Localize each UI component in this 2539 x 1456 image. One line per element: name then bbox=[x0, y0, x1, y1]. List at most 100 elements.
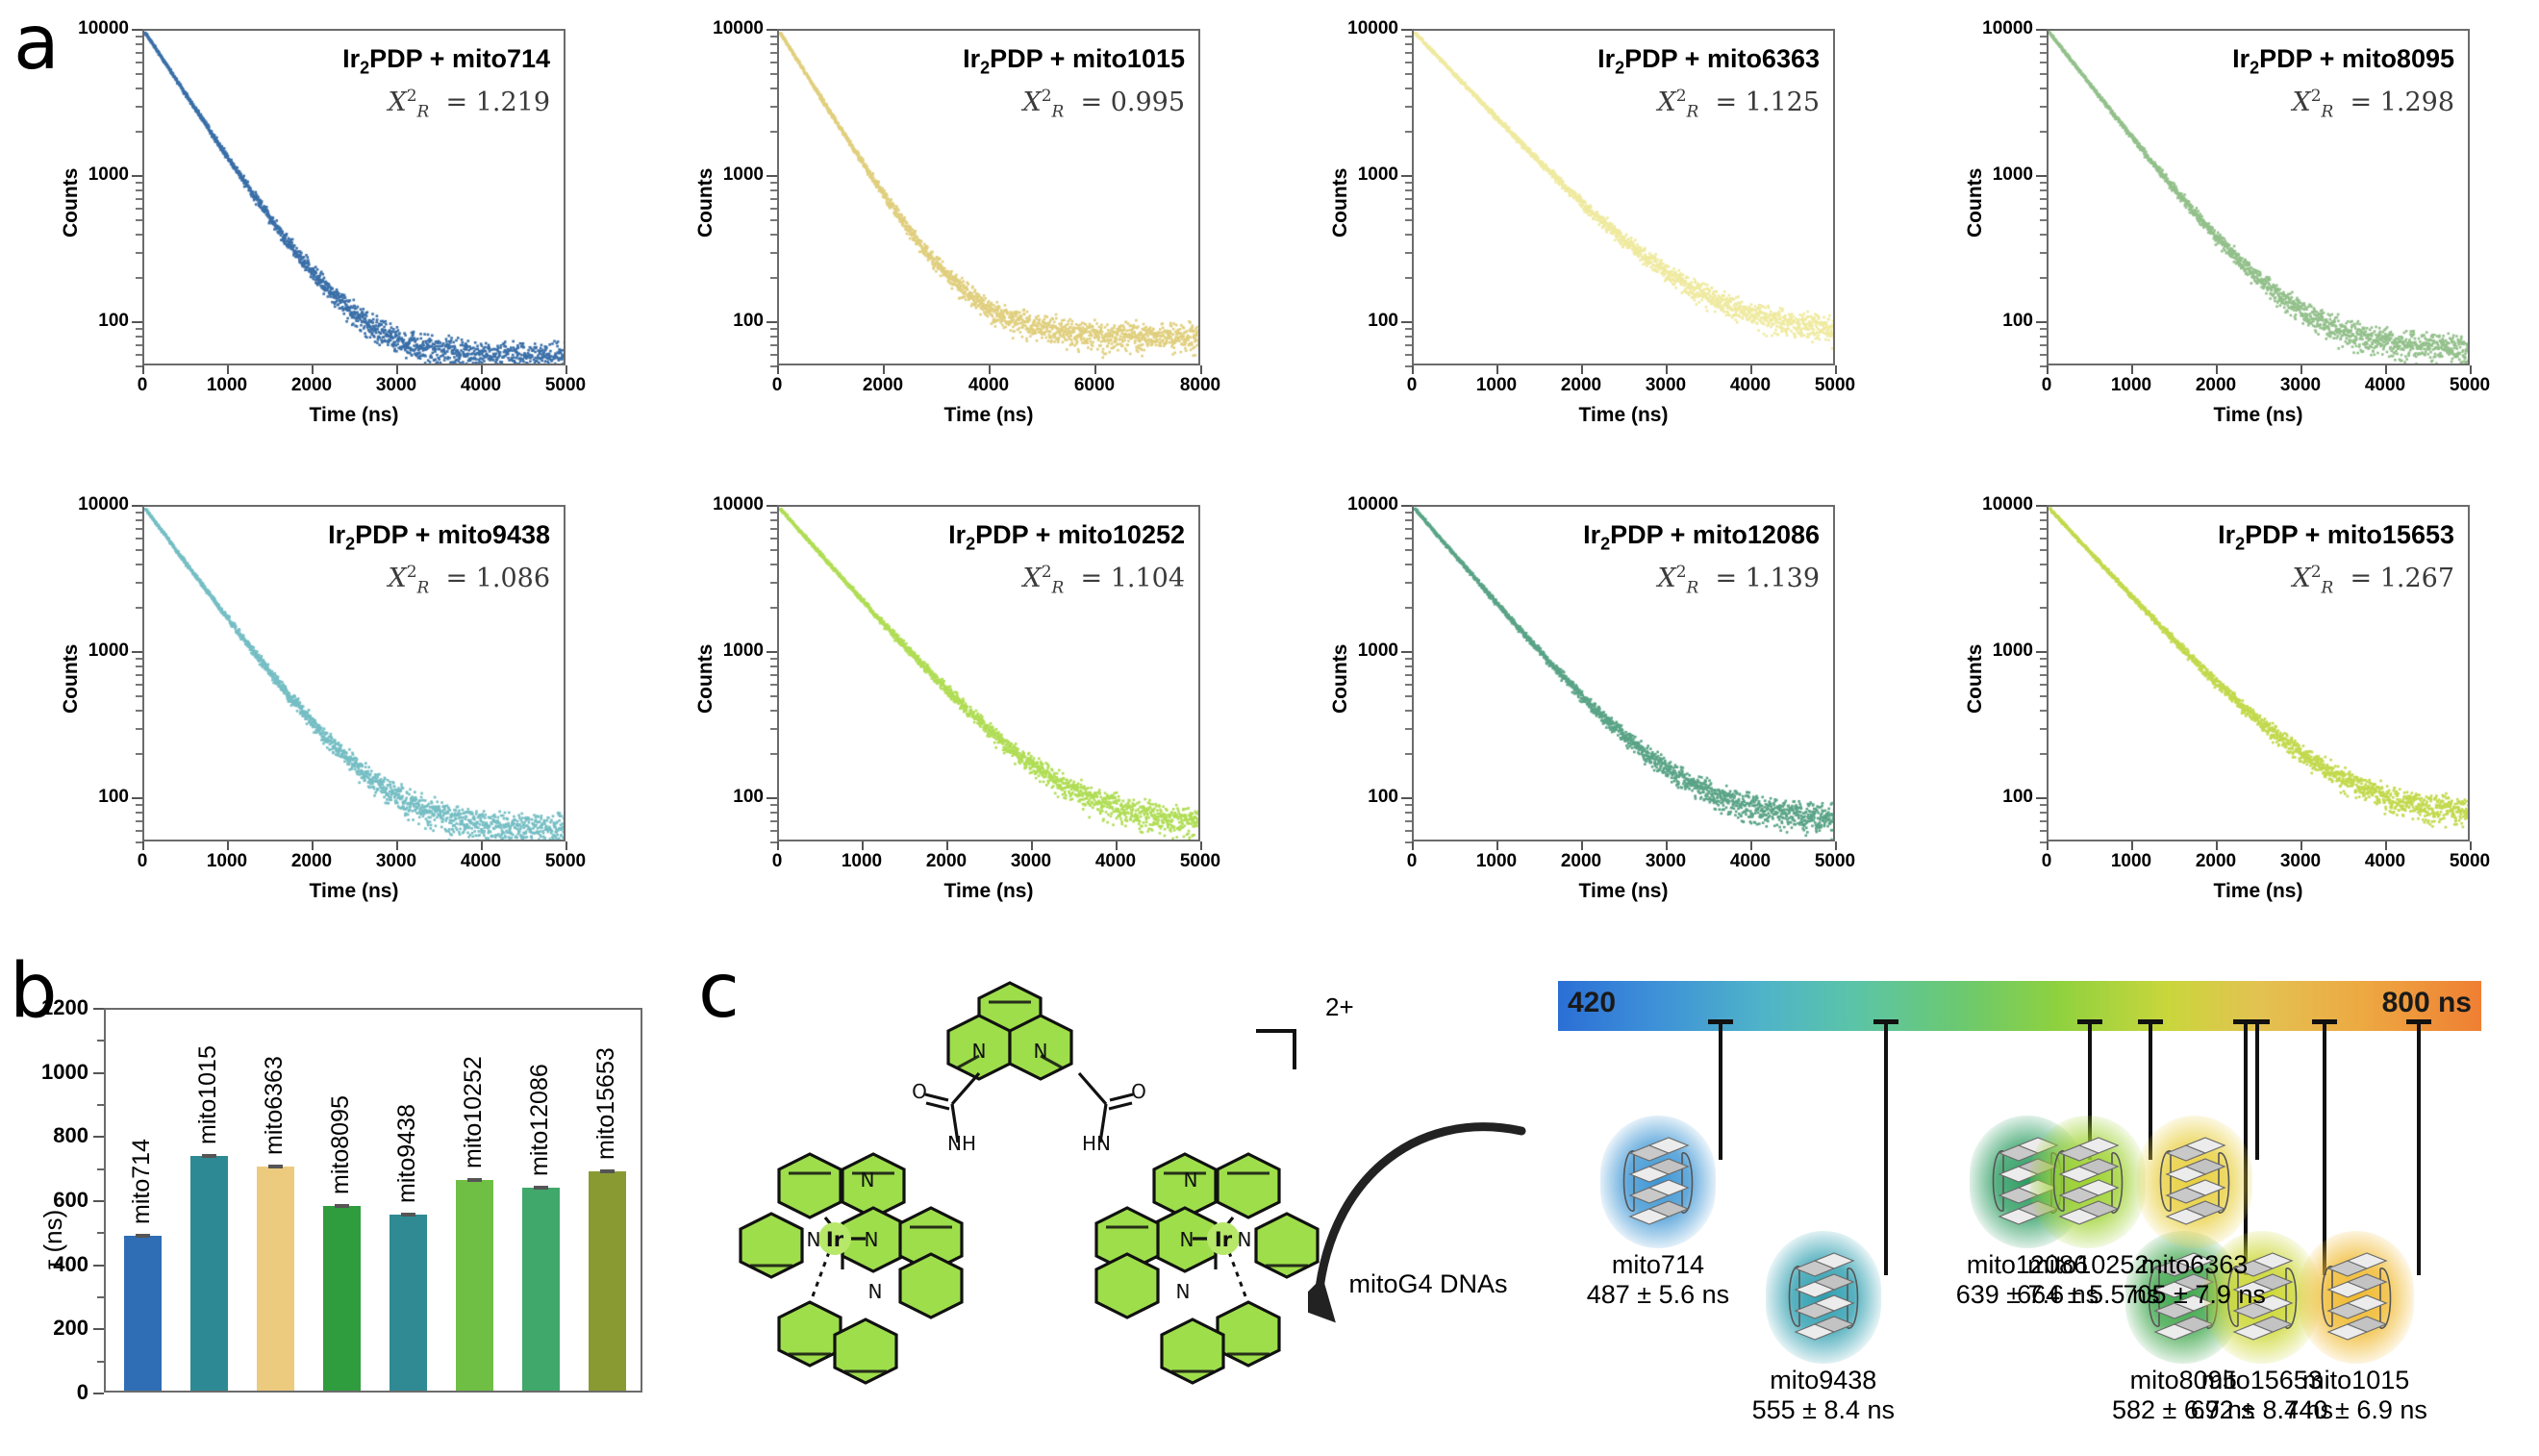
y-axis-minor-tick bbox=[2040, 88, 2047, 89]
chi-squared-annotation: X2R = 1.104 bbox=[1022, 563, 1185, 597]
g4-lifetime-value: 705 ± 7.9 ns bbox=[2123, 1280, 2267, 1310]
y-axis-minor-tick bbox=[2040, 189, 2047, 191]
decay-plot-area: Ir2PDP + mito9438 X2R = 1.086 bbox=[142, 505, 566, 841]
y-axis-tick-label: 10000 bbox=[664, 18, 764, 39]
bar-category-label: mito12086 bbox=[526, 1064, 554, 1176]
y-axis-tick-label: 100 bbox=[29, 787, 129, 808]
x-axis-tick-label: 3000 bbox=[1011, 851, 1051, 872]
x-axis-tick-label: 5000 bbox=[1815, 851, 1855, 872]
svg-text:N: N bbox=[865, 1228, 879, 1251]
y-axis-minor-tick bbox=[2040, 695, 2047, 697]
bar-y-axis-minor-tick bbox=[97, 1168, 104, 1170]
y-axis-minor-tick bbox=[770, 198, 777, 200]
decay-trace bbox=[1414, 507, 1833, 840]
y-axis-tick-label: 10000 bbox=[664, 494, 764, 515]
y-axis-minor-tick bbox=[1405, 841, 1412, 843]
ir2pdp-chemical-structure: Ir Ir NN OO NH HN NN NN NN NN bbox=[721, 981, 1337, 1433]
x-axis-tick-mark bbox=[2216, 841, 2218, 850]
y-axis-minor-tick bbox=[770, 538, 777, 540]
mitog4-dnas-label: mitoG4 DNAs bbox=[1298, 1269, 1558, 1299]
chi-squared-annotation: X2R = 1.298 bbox=[2292, 87, 2454, 121]
bar-y-axis-minor-tick bbox=[97, 1104, 104, 1106]
svg-text:N: N bbox=[1184, 1168, 1198, 1192]
svg-text:N: N bbox=[1176, 1280, 1191, 1303]
y-axis-tick-mark bbox=[767, 797, 777, 799]
bar-y-axis-tick-label: 1000 bbox=[0, 1060, 88, 1085]
y-axis-minor-tick bbox=[2040, 684, 2047, 686]
y-axis-minor-tick bbox=[136, 607, 142, 609]
gradient-min-label: 420 bbox=[1568, 987, 1616, 1019]
y-axis-minor-tick bbox=[770, 88, 777, 89]
x-axis-tick-mark bbox=[566, 841, 567, 850]
y-axis-tick-mark bbox=[132, 797, 142, 799]
bar bbox=[190, 1156, 228, 1391]
y-axis-tick-mark bbox=[1401, 175, 1412, 177]
bar-category-label: mito9438 bbox=[393, 1104, 421, 1203]
y-axis-minor-tick bbox=[1405, 336, 1412, 338]
svg-text:O: O bbox=[912, 1080, 927, 1103]
x-axis-label: Time (ns) bbox=[2047, 880, 2470, 903]
y-axis-tick-label: 100 bbox=[664, 311, 764, 332]
y-axis-tick-mark bbox=[767, 505, 777, 507]
x-axis-tick-label: 0 bbox=[2042, 375, 2052, 396]
svg-text:N: N bbox=[972, 1040, 987, 1063]
decay-trace bbox=[2049, 507, 2468, 840]
x-axis-tick-label: 2000 bbox=[863, 375, 903, 396]
bar-y-axis-tick-label: 600 bbox=[0, 1188, 88, 1213]
y-axis-minor-tick bbox=[136, 728, 142, 730]
x-axis-tick-label: 4000 bbox=[1095, 851, 1136, 872]
decay-subplot: Counts 10000 1000 100 Ir2PDP + mito714 X2R = … bbox=[29, 8, 664, 484]
x-axis-tick-label: 4000 bbox=[461, 375, 501, 396]
decay-subplot: Counts 10000 1000 100 Ir2PDP + mito10252 X2R … bbox=[664, 484, 1298, 960]
x-axis-tick-label: 6000 bbox=[1074, 375, 1115, 396]
y-axis-minor-tick bbox=[770, 344, 777, 346]
y-axis-tick-mark bbox=[767, 29, 777, 31]
y-axis-tick-label: 10000 bbox=[1933, 494, 2033, 515]
y-axis-tick-mark bbox=[2036, 505, 2047, 507]
y-axis-minor-tick bbox=[1405, 182, 1412, 184]
y-axis-minor-tick bbox=[2040, 73, 2047, 75]
decay-subplot: Counts 10000 1000 100 Ir2PDP + mito1015 X2R =… bbox=[664, 8, 1298, 484]
y-axis-minor-tick bbox=[2040, 665, 2047, 667]
x-axis-label: Time (ns) bbox=[777, 404, 1200, 427]
y-axis-minor-tick bbox=[770, 106, 777, 108]
y-axis-tick-label: 1000 bbox=[664, 164, 764, 186]
y-axis-minor-tick bbox=[770, 208, 777, 210]
x-axis-label: Time (ns) bbox=[1412, 404, 1835, 427]
x-axis-tick-mark bbox=[2047, 841, 2049, 850]
y-axis-tick-label: 100 bbox=[1933, 787, 2033, 808]
x-axis-tick-label: 2000 bbox=[2196, 851, 2236, 872]
emission-glow bbox=[1600, 1116, 1716, 1248]
y-axis-minor-tick bbox=[1405, 830, 1412, 832]
y-axis-minor-tick bbox=[136, 219, 142, 221]
y-axis-minor-tick bbox=[1405, 43, 1412, 45]
y-axis-minor-tick bbox=[2040, 804, 2047, 806]
y-axis-tick-mark bbox=[2036, 175, 2047, 177]
y-axis-minor-tick bbox=[1405, 582, 1412, 584]
x-axis-tick-mark bbox=[396, 841, 398, 850]
y-axis-minor-tick bbox=[1405, 208, 1412, 210]
y-axis-minor-tick bbox=[770, 365, 777, 367]
chi-squared-annotation: X2R = 1.125 bbox=[1657, 87, 1820, 121]
x-axis-tick-label: 2000 bbox=[1561, 851, 1601, 872]
y-axis-tick-label: 100 bbox=[1933, 311, 2033, 332]
y-axis-tick-label: 100 bbox=[29, 311, 129, 332]
y-axis-tick-mark bbox=[1401, 797, 1412, 799]
error-bar bbox=[202, 1154, 216, 1158]
y-axis-minor-tick bbox=[136, 684, 142, 686]
y-axis-minor-tick bbox=[770, 830, 777, 832]
y-axis-minor-tick bbox=[2040, 538, 2047, 540]
subplot-title: Ir2PDP + mito8095 bbox=[2232, 44, 2454, 78]
chemical-structure-svg: Ir Ir NN OO NH HN NN NN NN NN bbox=[721, 981, 1337, 1433]
y-axis-minor-tick bbox=[136, 665, 142, 667]
bar-chart-plot-area: mito714 mito1015 mito6363 mito8095 mito9438 m… bbox=[104, 1008, 642, 1393]
y-axis-minor-tick bbox=[770, 43, 777, 45]
svg-text:NH: NH bbox=[947, 1132, 976, 1155]
subplot-title: Ir2PDP + mito6363 bbox=[1597, 44, 1820, 78]
svg-text:HN: HN bbox=[1082, 1132, 1111, 1155]
y-axis-minor-tick bbox=[770, 549, 777, 551]
x-axis-tick-label: 0 bbox=[1407, 851, 1418, 872]
y-axis-minor-tick bbox=[136, 208, 142, 210]
y-axis-tick-label: 10000 bbox=[1933, 18, 2033, 39]
svg-text:N: N bbox=[861, 1168, 875, 1192]
